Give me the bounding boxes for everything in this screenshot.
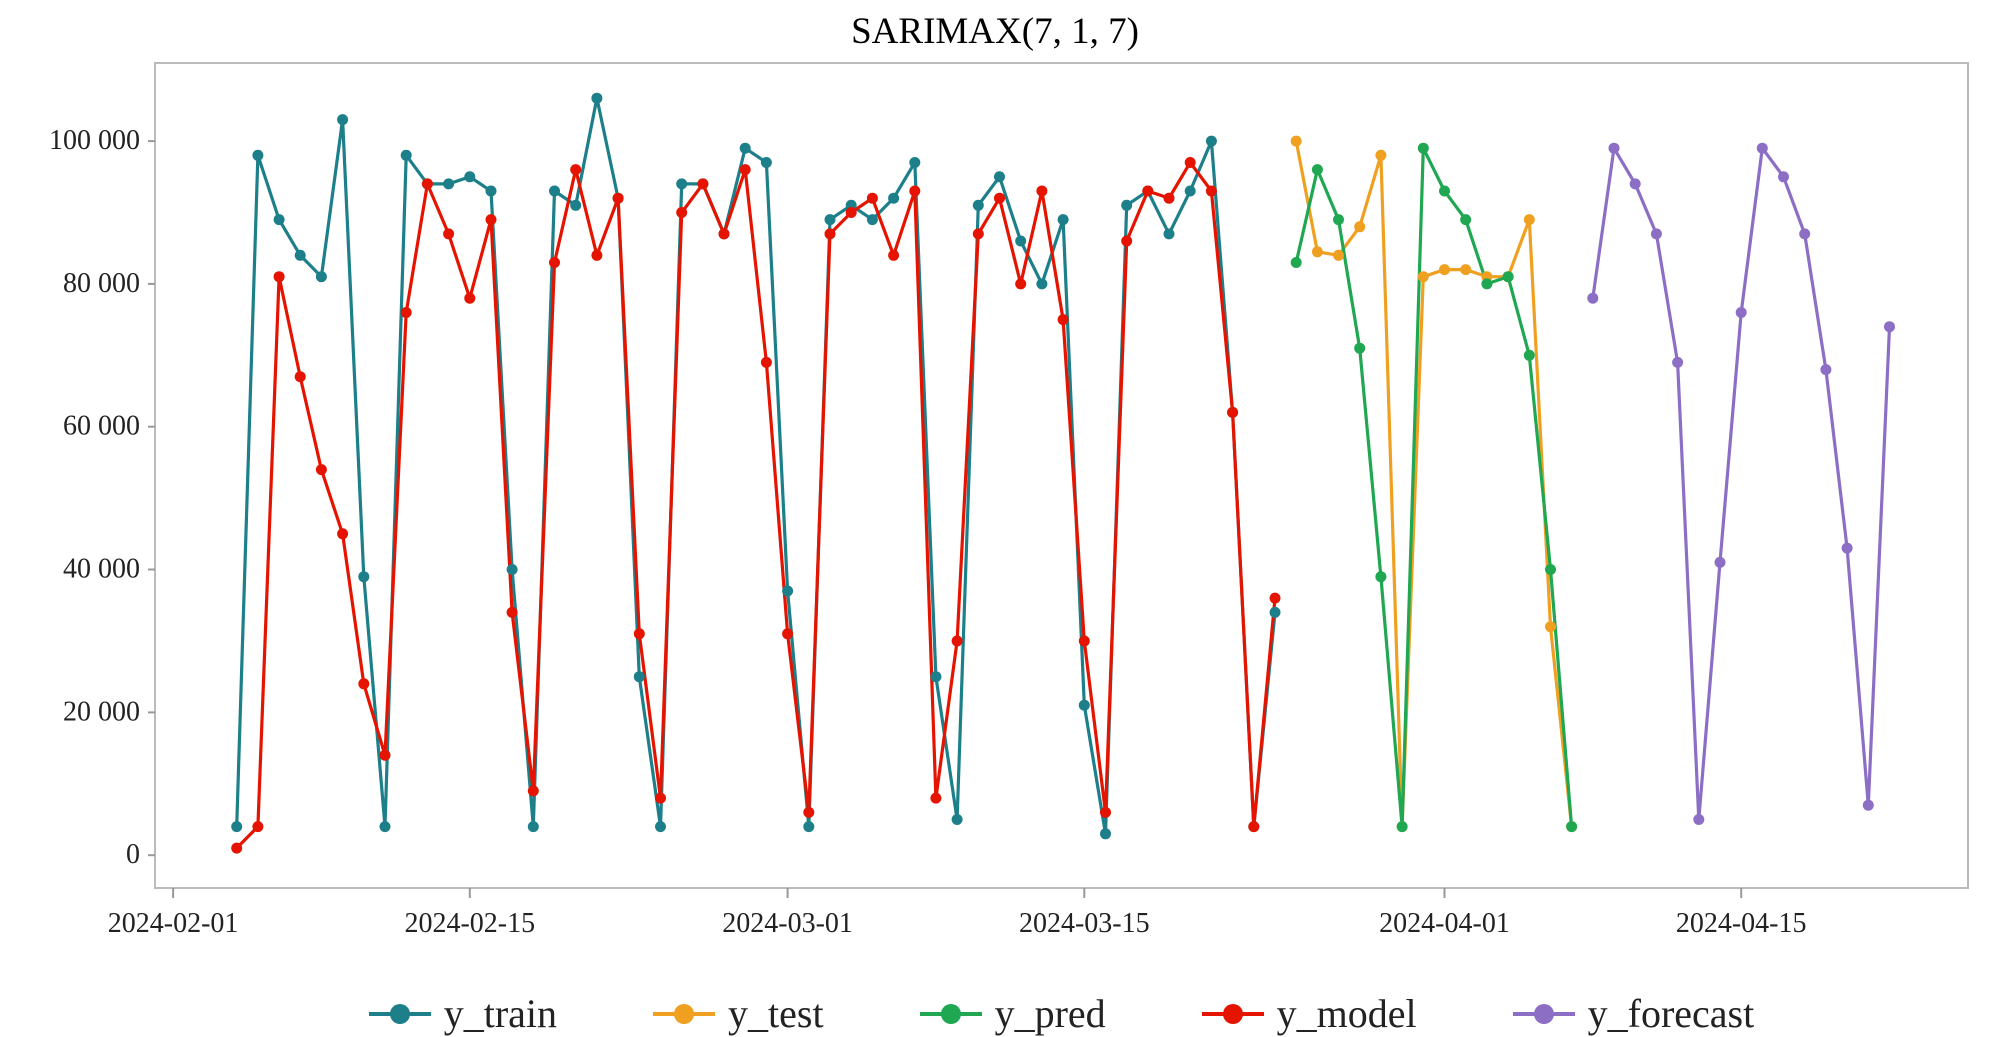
svg-text:2024-04-01: 2024-04-01 — [1379, 908, 1510, 939]
svg-text:2024-02-15: 2024-02-15 — [404, 908, 535, 939]
svg-text:100 000: 100 000 — [49, 125, 140, 156]
svg-text:80 000: 80 000 — [63, 268, 140, 299]
svg-text:2024-03-01: 2024-03-01 — [722, 908, 853, 939]
svg-text:40 000: 40 000 — [63, 554, 140, 585]
svg-text:2024-02-01: 2024-02-01 — [108, 908, 239, 939]
svg-text:0: 0 — [126, 839, 140, 870]
svg-text:60 000: 60 000 — [63, 411, 140, 442]
svg-text:2024-04-15: 2024-04-15 — [1676, 908, 1807, 939]
svg-text:2024-03-15: 2024-03-15 — [1019, 908, 1150, 939]
svg-text:20 000: 20 000 — [63, 696, 140, 727]
